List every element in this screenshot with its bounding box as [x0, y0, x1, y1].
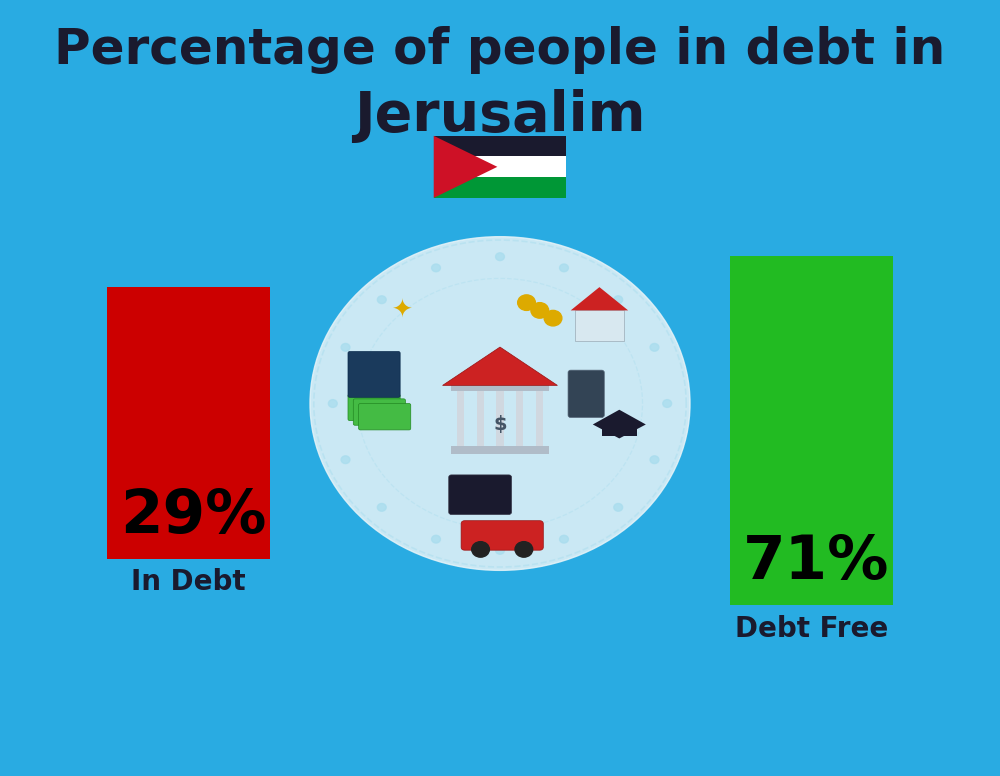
Circle shape — [560, 264, 568, 272]
FancyBboxPatch shape — [461, 521, 543, 550]
Circle shape — [560, 535, 568, 543]
Polygon shape — [593, 410, 646, 438]
FancyBboxPatch shape — [449, 475, 511, 514]
Bar — [434, 136, 566, 157]
Bar — [434, 177, 566, 198]
Text: Percentage of people in debt in: Percentage of people in debt in — [54, 26, 946, 74]
Text: 29%: 29% — [120, 487, 266, 546]
Circle shape — [496, 253, 504, 261]
Bar — [457, 391, 464, 454]
Circle shape — [377, 504, 386, 511]
Text: Debt Free: Debt Free — [735, 615, 888, 643]
Bar — [536, 391, 543, 454]
FancyBboxPatch shape — [359, 404, 411, 430]
FancyBboxPatch shape — [353, 399, 405, 425]
Circle shape — [472, 542, 489, 557]
Circle shape — [650, 344, 659, 352]
Circle shape — [614, 504, 623, 511]
Circle shape — [614, 296, 623, 303]
Circle shape — [341, 344, 350, 352]
Text: ✦: ✦ — [392, 299, 413, 322]
Bar — [516, 391, 523, 454]
Bar — [602, 424, 637, 436]
Bar — [107, 287, 270, 559]
Circle shape — [310, 237, 690, 570]
Circle shape — [544, 310, 562, 326]
Bar — [434, 157, 566, 177]
Bar — [477, 391, 484, 454]
Circle shape — [650, 456, 659, 463]
Text: 71%: 71% — [743, 533, 890, 592]
Circle shape — [341, 456, 350, 463]
Circle shape — [328, 400, 337, 407]
Bar — [451, 446, 549, 454]
Circle shape — [663, 400, 672, 407]
Bar — [451, 385, 549, 391]
Circle shape — [496, 546, 504, 554]
FancyBboxPatch shape — [568, 370, 604, 417]
FancyBboxPatch shape — [348, 352, 400, 397]
Polygon shape — [443, 347, 557, 386]
Text: In Debt: In Debt — [131, 568, 246, 596]
Circle shape — [432, 535, 440, 543]
FancyBboxPatch shape — [348, 394, 400, 421]
Polygon shape — [571, 287, 628, 310]
Circle shape — [432, 264, 440, 272]
Bar — [575, 310, 624, 341]
Polygon shape — [434, 136, 497, 198]
Bar — [730, 256, 893, 605]
Text: $: $ — [493, 415, 507, 434]
Circle shape — [377, 296, 386, 303]
Text: Jerusalim: Jerusalim — [354, 89, 646, 144]
Circle shape — [515, 542, 533, 557]
Bar — [496, 391, 504, 454]
Circle shape — [531, 303, 549, 318]
Circle shape — [518, 295, 535, 310]
